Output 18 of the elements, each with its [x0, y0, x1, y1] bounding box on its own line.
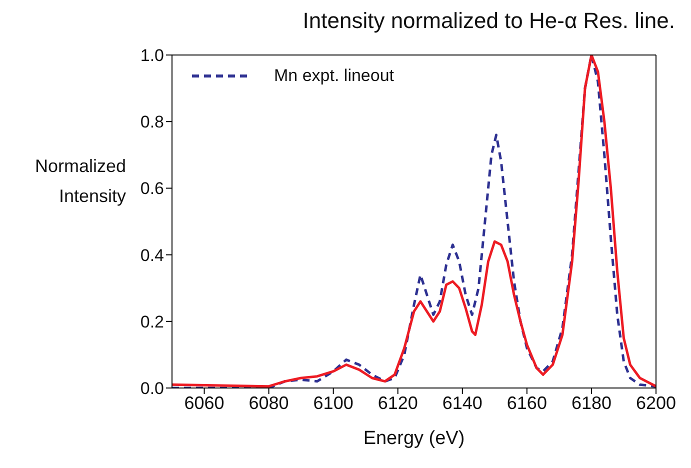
y-tick-label: 0.2 — [140, 312, 164, 332]
y-tick-label: 1.0 — [140, 46, 164, 66]
x-tick-label: 6060 — [184, 392, 224, 413]
chart-title: Intensity normalized to He-α Res. line. — [302, 8, 675, 34]
legend-label: Mn expt. lineout — [274, 66, 394, 86]
x-tick-label: 6140 — [442, 392, 482, 413]
y-tick-label: 0.8 — [140, 112, 164, 132]
x-tick-label: 6200 — [636, 392, 676, 413]
y-tick-label: 0.0 — [140, 379, 164, 398]
y-axis-title: Normalized Intensity — [34, 155, 126, 208]
x-axis-title: Energy (eV) — [363, 428, 465, 449]
x-tick-label: 6120 — [378, 392, 418, 413]
y-tick-label: 0.6 — [140, 179, 164, 198]
x-tick-label: 6160 — [506, 392, 547, 413]
y-tick-label: 0.4 — [140, 246, 164, 265]
x-tick-label: 6180 — [571, 392, 612, 413]
x-tick-label: 6080 — [248, 392, 289, 413]
x-tick-label: 6100 — [313, 392, 354, 413]
